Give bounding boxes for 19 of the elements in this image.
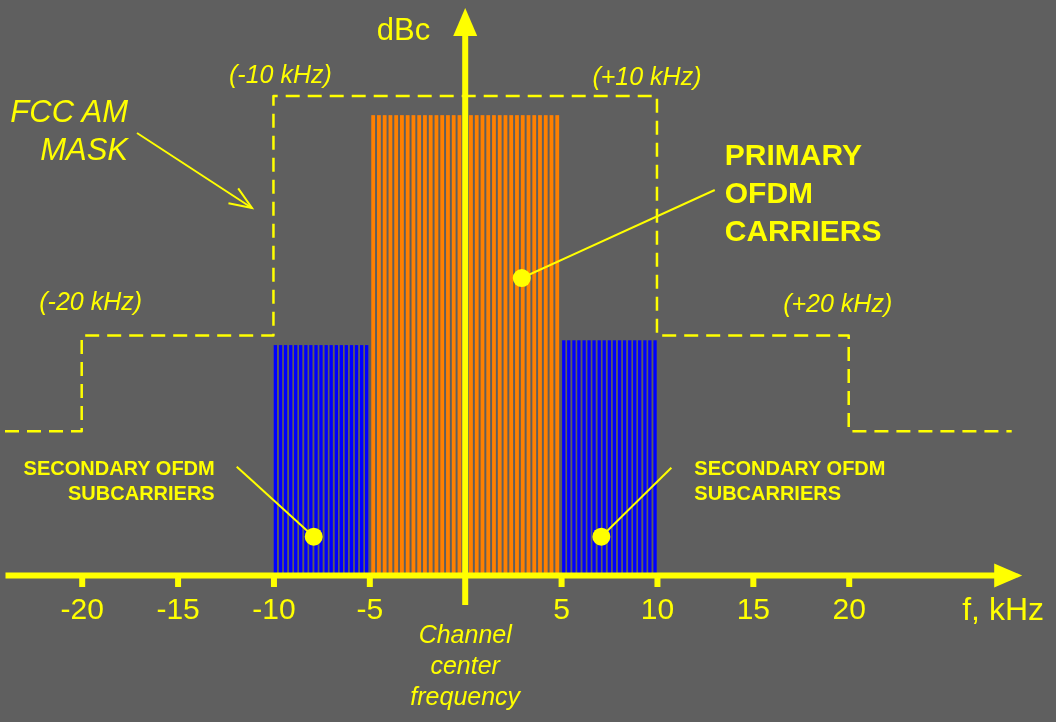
annotation: PRIMARY OFDM CARRIERS (724, 138, 882, 248)
ref-line-label: Channel center frequency (410, 620, 522, 710)
x-tick-label: -15 (156, 592, 200, 626)
x-tick-label: 10 (640, 592, 675, 626)
annotation: (-10 kHz) (229, 60, 332, 88)
annotation: SECONDARY OFDM SUBCARRIERS (23, 456, 215, 504)
x-tick-label: 20 (832, 592, 866, 626)
x-tick-label: 15 (736, 592, 771, 626)
y-axis-title: dBc (376, 12, 431, 47)
x-tick-label: -20 (60, 592, 104, 626)
x-axis-title: f, kHz (962, 591, 1044, 627)
x-tick-label: -10 (252, 592, 296, 626)
annotation: FCC AM MASK (10, 94, 130, 167)
annotation: SECONDARY OFDM SUBCARRIERS (694, 456, 886, 504)
x-tick-label: -5 (356, 592, 384, 626)
annotation: (-20 kHz) (39, 286, 143, 315)
annotation: (+20 kHz) (783, 288, 893, 317)
annotation: (+10 kHz) (592, 62, 702, 90)
x-tick-label: 5 (553, 592, 570, 626)
